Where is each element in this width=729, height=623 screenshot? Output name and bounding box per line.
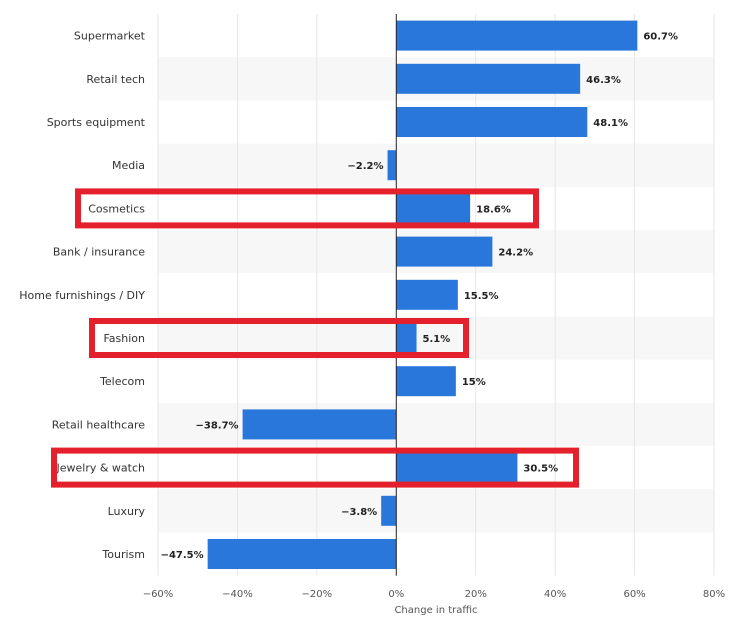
bar-retail-healthcare	[242, 409, 397, 440]
x-tick-label: 20%	[465, 589, 487, 600]
category-labels: Supermarket Retail tech Sports equipment Me…	[19, 30, 145, 561]
value-label-retail-tech: 46.3%	[586, 75, 621, 86]
value-label-supermarket: 60.7%	[643, 32, 678, 43]
category-label-fashion: Fashion	[103, 332, 145, 345]
value-label-media: −2.2%	[347, 161, 383, 172]
value-label-luxury: −3.8%	[341, 507, 377, 518]
category-label-retail-tech: Retail tech	[86, 73, 145, 86]
x-tick-labels: −60% −40% −20% 0% 20% 40% 60% 80%	[143, 589, 725, 600]
bars	[207, 20, 638, 569]
bar-bank-insurance	[396, 236, 493, 267]
x-tick-label: −40%	[222, 589, 253, 600]
category-label-tourism: Tourism	[101, 548, 145, 561]
bar-jewelry-watch	[396, 452, 518, 483]
category-label-jewelry-watch: Jewelry & watch	[55, 462, 145, 475]
value-label-telecom: 15%	[462, 377, 486, 388]
highlight-box-jewelry-watch	[51, 447, 579, 488]
x-tick-label: 40%	[544, 589, 566, 600]
value-label-home-furnishings-diy: 15.5%	[464, 291, 499, 302]
bar-retail-tech	[396, 63, 581, 94]
highlight-box-fashion	[89, 318, 469, 358]
value-label-fashion: 5.1%	[423, 334, 451, 345]
x-axis-title: Change in traffic	[394, 605, 477, 616]
bar-sports-equipment	[396, 107, 588, 137]
x-tick-label: −20%	[302, 589, 333, 600]
value-label-jewelry-watch: 30.5%	[523, 464, 558, 475]
x-tick-label: 0%	[388, 589, 404, 600]
row-band	[158, 143, 714, 187]
bar-telecom	[396, 366, 456, 397]
row-band	[158, 402, 714, 446]
category-label-luxury: Luxury	[108, 505, 146, 518]
value-label-bank-insurance: 24.2%	[498, 248, 533, 259]
category-label-bank-insurance: Bank / insurance	[53, 246, 145, 259]
x-tick-label: −60%	[143, 589, 174, 600]
value-label-tourism: −47.5%	[161, 550, 204, 561]
category-label-telecom: Telecom	[99, 375, 145, 388]
category-label-home-furnishings-diy: Home furnishings / DIY	[19, 289, 145, 302]
value-label-sports-equipment: 48.1%	[593, 118, 628, 129]
bar-media	[387, 150, 397, 181]
category-label-sports-equipment: Sports equipment	[47, 116, 146, 129]
bar-home-furnishings-diy	[396, 279, 458, 310]
bar-fashion	[396, 323, 417, 353]
highlight-box-cosmetics	[75, 188, 539, 229]
bar-cosmetics	[396, 193, 471, 224]
row-band	[158, 489, 714, 533]
value-label-cosmetics: 18.6%	[476, 204, 511, 215]
highlight-boxes	[51, 188, 579, 488]
category-label-cosmetics: Cosmetics	[88, 202, 145, 215]
x-tick-label: 60%	[623, 589, 645, 600]
bar-luxury	[381, 495, 397, 526]
bar-tourism	[207, 539, 397, 569]
bar-supermarket	[396, 20, 638, 51]
value-labels: 60.7% 46.3% 48.1% −2.2% 18.6% 24.2% 15.5% 5.1% 1…	[161, 32, 678, 561]
category-label-media: Media	[112, 159, 145, 172]
value-label-retail-healthcare: −38.7%	[196, 420, 239, 431]
category-label-retail-healthcare: Retail healthcare	[52, 418, 145, 431]
x-tick-label: 80%	[703, 589, 725, 600]
category-label-supermarket: Supermarket	[74, 30, 146, 43]
